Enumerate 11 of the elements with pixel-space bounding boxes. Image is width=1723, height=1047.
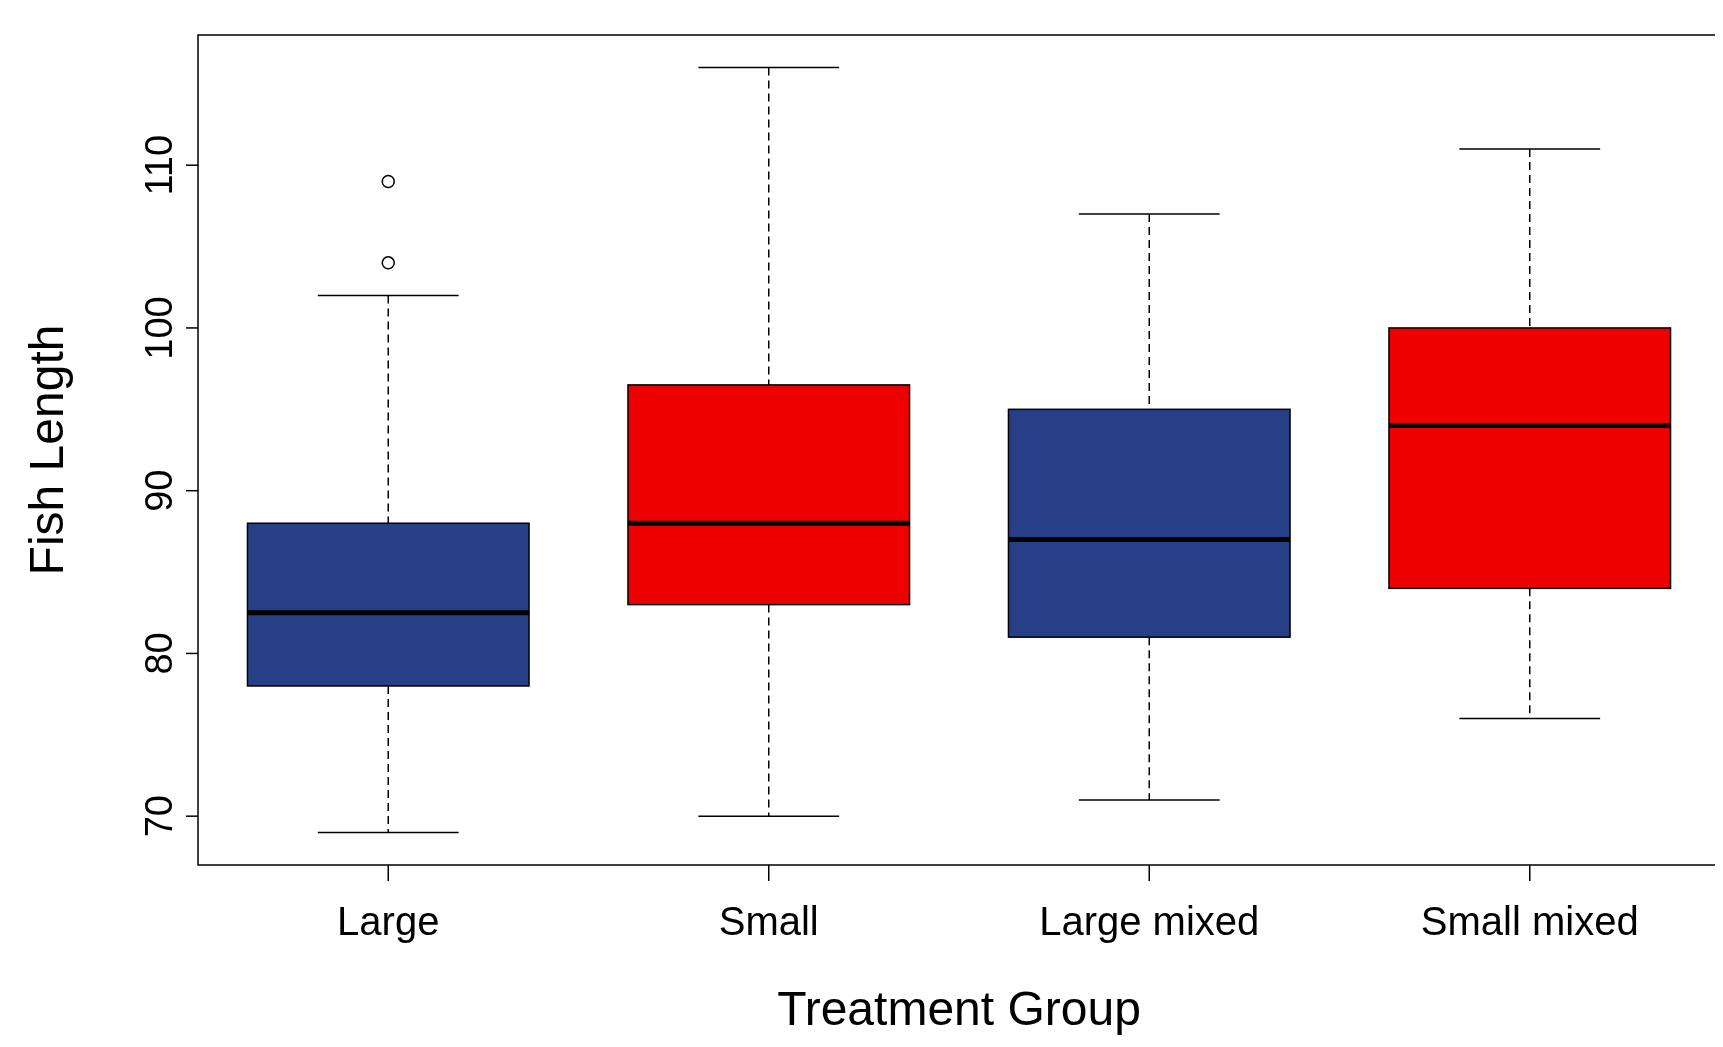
y-tick-label: 80: [138, 632, 180, 675]
y-axis-title: Fish Length: [20, 324, 73, 576]
y-tick-label: 70: [138, 795, 180, 838]
x-tick-label: Small mixed: [1420, 899, 1639, 943]
y-tick-label: 110: [138, 134, 180, 196]
x-tick-label: Small: [718, 899, 819, 943]
y-tick-label: 100: [138, 296, 180, 360]
x-axis-title: Treatment Group: [777, 982, 1141, 1035]
x-tick-label: Large mixed: [1039, 899, 1260, 943]
y-tick-label: 90: [138, 469, 180, 512]
x-tick-label: Large: [337, 899, 440, 943]
